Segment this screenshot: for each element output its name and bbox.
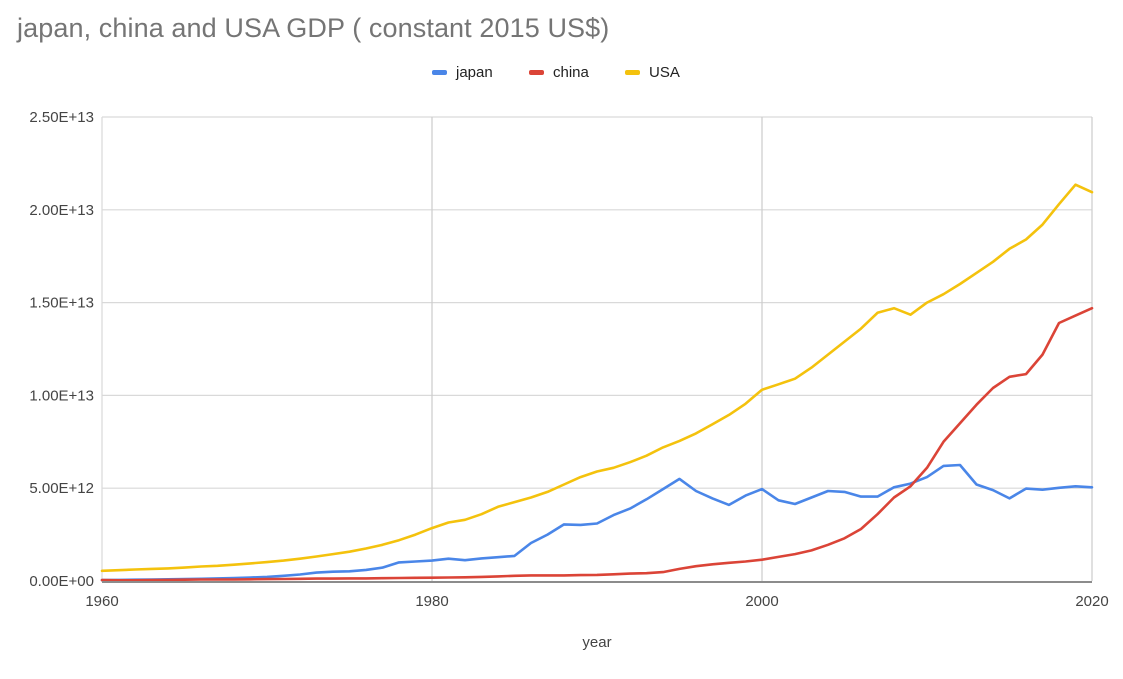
legend-item-japan[interactable]: japan bbox=[432, 64, 493, 81]
legend-label-china: china bbox=[553, 64, 589, 81]
y-tick-label: 0.00E+00 bbox=[29, 573, 94, 590]
series-line-japan[interactable] bbox=[100, 463, 1094, 582]
chart-title: japan, china and USA GDP ( constant 2015… bbox=[17, 13, 610, 43]
x-axis-tick-labels: 1960 1980 2000 2020 bbox=[85, 593, 1108, 610]
series-line-china[interactable] bbox=[100, 306, 1094, 582]
x-tick-label: 1960 bbox=[85, 593, 118, 610]
x-axis-title: year bbox=[582, 634, 611, 651]
legend-swatch-china bbox=[529, 70, 544, 75]
legend-label-usa: USA bbox=[649, 64, 680, 81]
legend-swatch-usa bbox=[625, 70, 640, 75]
y-tick-label: 5.00E+12 bbox=[29, 480, 94, 497]
x-tick-label: 1980 bbox=[415, 593, 448, 610]
y-axis-tick-labels: 0.00E+00 5.00E+12 1.00E+13 1.50E+13 2.00E+13… bbox=[29, 109, 94, 590]
series-line-usa[interactable] bbox=[100, 183, 1094, 573]
y-tick-label: 1.00E+13 bbox=[29, 387, 94, 404]
legend-item-usa[interactable]: USA bbox=[625, 64, 680, 81]
y-tick-label: 1.50E+13 bbox=[29, 295, 94, 312]
y-tick-label: 2.00E+13 bbox=[29, 202, 94, 219]
x-gridlines bbox=[101, 117, 1093, 581]
y-tick-label: 2.50E+13 bbox=[29, 109, 94, 126]
legend-label-japan: japan bbox=[456, 64, 493, 81]
x-tick-label: 2000 bbox=[745, 593, 778, 610]
y-gridlines bbox=[102, 116, 1092, 489]
legend-swatch-japan bbox=[432, 70, 447, 75]
series-lines bbox=[100, 183, 1094, 582]
legend: japan china USA bbox=[0, 64, 1123, 88]
legend-item-china[interactable]: china bbox=[529, 64, 589, 81]
x-tick-label: 2020 bbox=[1075, 593, 1108, 610]
